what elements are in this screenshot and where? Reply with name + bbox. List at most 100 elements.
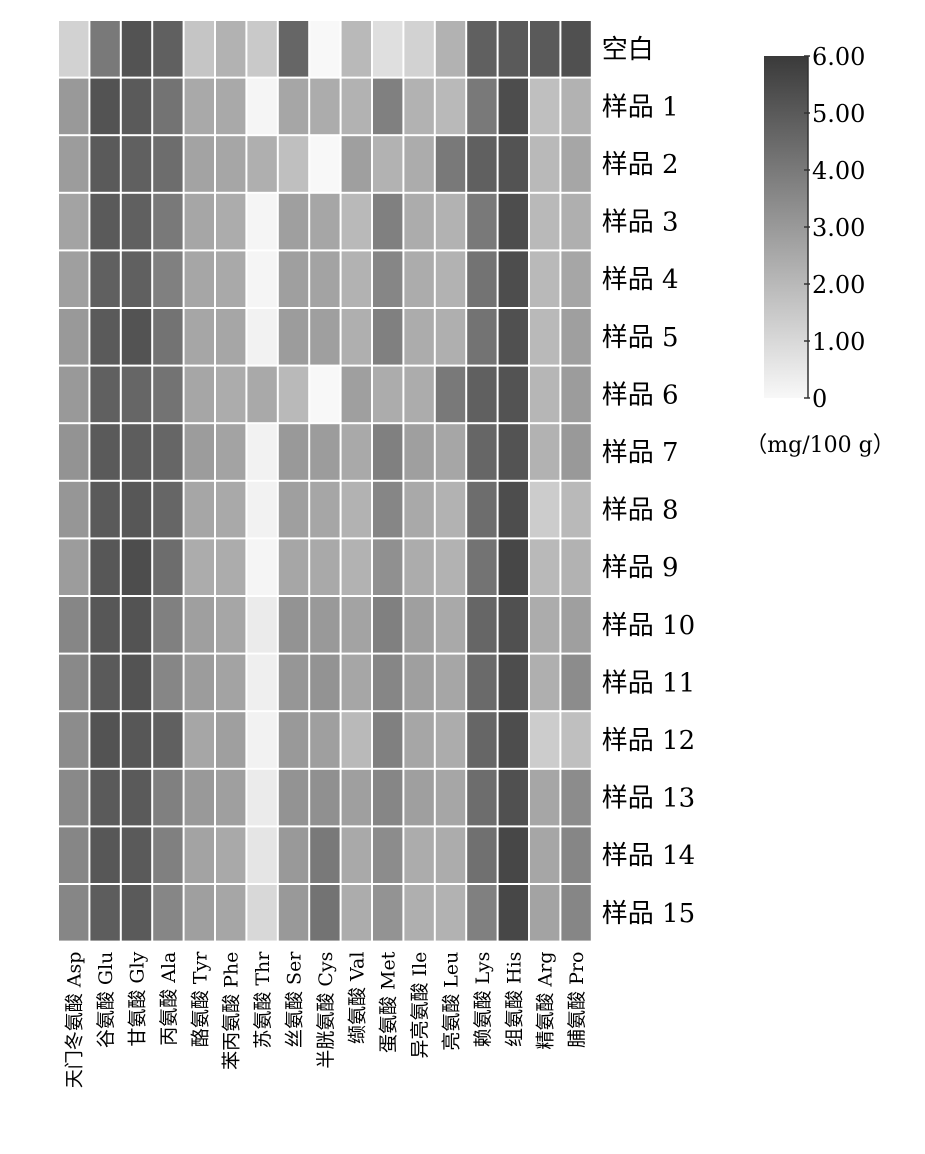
heatmap-cell — [278, 251, 309, 307]
heatmap-cell — [435, 78, 466, 135]
heatmap-cell — [216, 885, 246, 941]
heatmap-cell — [90, 193, 120, 250]
heatmap-cell — [467, 193, 497, 250]
row-label: 样品 8 — [602, 496, 679, 526]
heatmap-cell — [435, 136, 466, 192]
heatmap-cell — [404, 424, 434, 480]
heatmap-cell — [498, 539, 528, 595]
heatmap-cell — [247, 827, 277, 883]
heatmap-cell — [498, 481, 528, 538]
heatmap-cell — [184, 769, 214, 826]
heatmap-cell — [404, 193, 434, 250]
heatmap-cell — [467, 539, 497, 595]
heatmap-cell — [435, 827, 466, 883]
heatmap-cell — [310, 366, 340, 423]
heatmap-cell — [90, 21, 120, 77]
heatmap-cell — [121, 481, 152, 538]
heatmap-cell — [310, 539, 340, 595]
heatmap-cell — [404, 136, 434, 192]
heatmap-cell — [373, 481, 403, 538]
heatmap-cell — [341, 827, 371, 883]
row-label: 样品 10 — [602, 611, 695, 641]
column-label: 丝氨酸 Ser — [284, 951, 306, 1048]
heatmap-cell — [247, 481, 277, 538]
row-label: 样品 9 — [602, 553, 679, 583]
heatmap-cell — [310, 769, 340, 826]
heatmap-cell — [184, 136, 214, 192]
heatmap-cell — [184, 424, 214, 480]
heatmap-cell — [341, 769, 371, 826]
heatmap-cell — [247, 769, 277, 826]
heatmap-cell — [216, 309, 246, 365]
heatmap-cell — [59, 251, 89, 307]
heatmap-cell — [404, 78, 434, 135]
heatmap-cell — [530, 539, 560, 595]
heatmap-cell — [90, 654, 120, 711]
heatmap-cell — [435, 309, 466, 365]
heatmap-cell — [310, 712, 340, 768]
heatmap-cell — [498, 712, 528, 768]
heatmap-cell — [153, 309, 183, 365]
heatmap-cell — [153, 424, 183, 480]
heatmap-cell — [310, 827, 340, 883]
heatmap-cell — [404, 309, 434, 365]
heatmap-cell — [90, 309, 120, 365]
heatmap-cell — [341, 654, 371, 711]
heatmap-cell — [310, 251, 340, 307]
heatmap-cell — [310, 885, 340, 941]
heatmap-cell — [184, 481, 214, 538]
heatmap-cell — [404, 251, 434, 307]
heatmap-cell — [498, 769, 528, 826]
heatmap-cell — [121, 366, 152, 423]
heatmap-cell — [59, 654, 89, 711]
heatmap-cell — [498, 597, 528, 653]
heatmap-cell — [467, 251, 497, 307]
heatmap-cell — [121, 78, 152, 135]
heatmap-cell — [90, 251, 120, 307]
colorbar-tick-label: 4.00 — [812, 157, 865, 185]
heatmap-cell — [498, 827, 528, 883]
heatmap-cell — [373, 78, 403, 135]
heatmap-cell — [373, 424, 403, 480]
column-label: 蛋氨酸 Met — [378, 951, 400, 1053]
heatmap-cell — [530, 21, 560, 77]
heatmap-cell — [90, 136, 120, 192]
heatmap-cell — [216, 424, 246, 480]
heatmap-cell — [341, 251, 371, 307]
heatmap-cell — [435, 424, 466, 480]
heatmap-cell — [59, 424, 89, 480]
heatmap-cell — [278, 827, 309, 883]
heatmap-cell — [341, 885, 371, 941]
heatmap-cell — [278, 885, 309, 941]
row-label: 样品 2 — [602, 150, 679, 180]
heatmap-cell — [467, 597, 497, 653]
heatmap-cell — [467, 481, 497, 538]
heatmap-cell — [278, 78, 309, 135]
heatmap-cell — [184, 827, 214, 883]
heatmap-cell — [530, 597, 560, 653]
heatmap-cell — [561, 251, 591, 307]
heatmap-cell — [467, 136, 497, 192]
heatmap-cell — [373, 193, 403, 250]
heatmap-cell — [216, 78, 246, 135]
heatmap-cell — [121, 251, 152, 307]
heatmap-cell — [184, 712, 214, 768]
heatmap-cell — [121, 136, 152, 192]
heatmap-cell — [498, 885, 528, 941]
heatmap-cell — [341, 481, 371, 538]
heatmap-cell — [121, 309, 152, 365]
heatmap-cell — [561, 481, 591, 538]
heatmap-cell — [90, 827, 120, 883]
heatmap-cell — [278, 21, 309, 77]
heatmap-cell — [498, 654, 528, 711]
heatmap-cell — [90, 366, 120, 423]
heatmap-cell — [310, 21, 340, 77]
heatmap-cell — [310, 654, 340, 711]
heatmap-cell — [121, 21, 152, 77]
heatmap-cell — [153, 654, 183, 711]
heatmap-cells — [57, 19, 593, 943]
heatmap-cell — [404, 539, 434, 595]
heatmap-cell — [561, 597, 591, 653]
